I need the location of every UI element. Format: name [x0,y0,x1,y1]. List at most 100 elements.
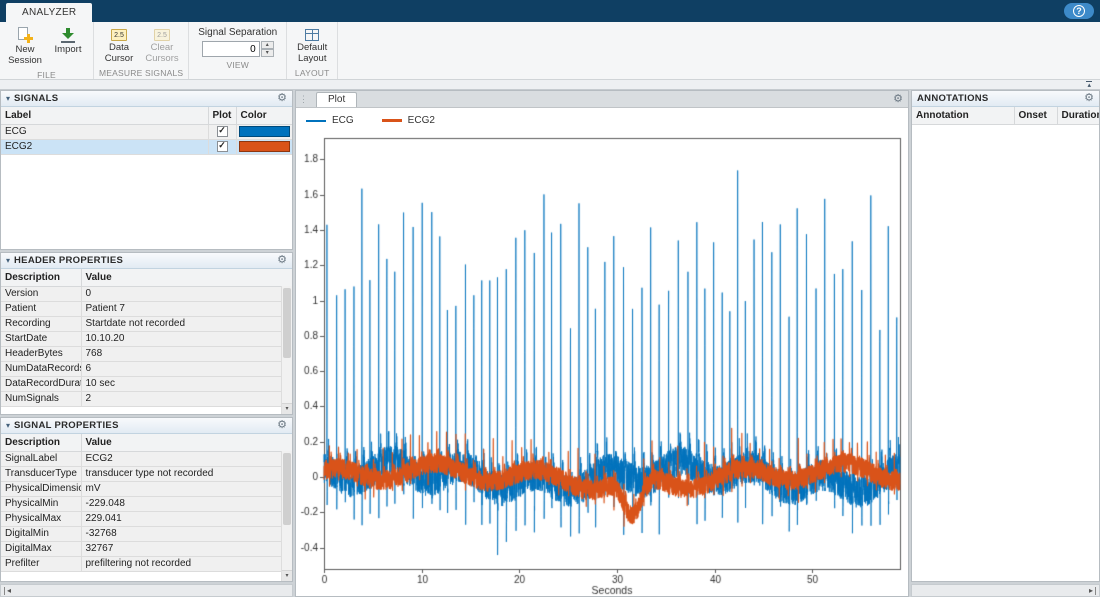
signals-panel-title: SIGNALS [14,93,59,104]
collapse-triangle-icon[interactable]: ▾ [6,420,11,430]
tab-plot[interactable]: Plot [316,92,358,107]
legend-line-icon [381,119,402,122]
plot-checkbox[interactable]: ✓ [216,140,228,152]
panel-grip-icon[interactable]: ⋮ [299,93,308,104]
table-row[interactable]: Patient Patient 7 [1,300,292,317]
right-column: ANNOTATIONS ⚙ Annotation Onset Duration [911,90,1100,597]
signals-table: Label Plot Color ECG ✓ [1,107,292,249]
measure-signals-section-label: MEASURE SIGNALS [99,67,184,78]
vertical-scrollbar[interactable]: ▾ [281,286,292,414]
gear-icon[interactable]: ⚙ [1084,92,1094,104]
prop-value: -229.048 [80,495,292,512]
legend-item-ecg[interactable]: ECG [306,115,354,126]
file-section-label: FILE [37,69,56,80]
table-row[interactable]: PhysicalDimensionmV [1,480,292,497]
default-layout-label: Default Layout [297,42,328,64]
prop-name: SignalLabel [1,450,82,467]
data-cursor-button[interactable]: 2.5 Data Cursor [99,25,139,67]
signal-separation-input[interactable] [201,41,260,57]
table-row[interactable]: HeaderBytes 768 [1,345,292,362]
scrollbar-thumb[interactable] [283,288,291,359]
collapse-triangle-icon[interactable]: ▾ [6,255,11,265]
annotations-table: Annotation Onset Duration [912,107,1099,581]
help-icon: ? [1073,5,1085,17]
gear-icon[interactable]: ⚙ [277,92,287,104]
prop-name: Patient [1,300,82,317]
signal-properties-title: SIGNAL PROPERTIES [14,420,119,431]
table-row[interactable]: Recording Startdate not recorded [1,315,292,332]
prop-value: 768 [80,345,292,362]
table-row[interactable]: SignalLabel ECG2 [1,450,292,467]
prop-value: 0 [80,285,292,302]
gear-icon[interactable]: ⚙ [277,419,287,431]
signals-panel: ▾ SIGNALS ⚙ Label Plot Color [0,90,293,250]
plot-checkbox[interactable]: ✓ [216,125,228,137]
color-cell[interactable] [235,138,292,155]
gear-icon[interactable]: ⚙ [277,254,287,266]
tab-analyzer[interactable]: ANALYZER [6,3,93,22]
collapse-toolstrip-icon[interactable]: ▴ [1086,81,1092,89]
prop-name: Version [1,285,82,302]
table-row[interactable]: NumDataRecords 6 [1,360,292,377]
table-row[interactable]: PhysicalMin -229.048 [1,495,292,512]
collapse-triangle-icon[interactable]: ▾ [6,93,11,103]
clear-cursors-button[interactable]: 2.5 Clear Cursors [142,25,182,67]
prop-name: PhysicalMax [1,510,82,527]
spinner-up-icon[interactable]: ▴ [260,41,274,49]
signal-properties-panel: ▾ SIGNAL PROPERTIES ⚙ Description Value [0,417,293,582]
prop-value: 6 [80,360,292,377]
prop-name: DigitalMin [1,525,82,542]
legend-item-ecg2[interactable]: ECG2 [381,115,435,126]
table-row[interactable]: DigitalMin -32768 [1,525,292,542]
annotations-col-onset: Onset [1013,107,1058,125]
table-row[interactable]: ECG2 ✓ [1,138,292,155]
scroll-left-icon[interactable]: ◂ [4,586,11,595]
import-icon [59,27,77,43]
scroll-right-icon[interactable]: ▸ [1089,586,1096,595]
table-row[interactable]: TransducerType transducer type not record… [1,465,292,482]
legend-label: ECG2 [407,115,435,126]
toolstrip-collapse-strip: ▴ [0,80,1100,90]
scrollbar-down-icon[interactable]: ▾ [282,570,292,581]
import-label: Import [54,44,82,55]
signal-label-cell[interactable]: ECG [1,123,209,140]
left-column: ▾ SIGNALS ⚙ Label Plot Color [0,90,293,597]
default-layout-button[interactable]: Default Layout [292,25,332,67]
plot-canvas[interactable] [296,108,908,596]
prop-name: NumDataRecords [1,360,82,377]
table-row[interactable]: DigitalMax 32767 [1,540,292,557]
prop-value: transducer type not recorded [80,465,292,482]
scrollbar-down-icon[interactable]: ▾ [282,403,292,414]
spinner-down-icon[interactable]: ▾ [260,49,274,57]
plot-tabstrip: ⋮ Plot ⚙ [296,91,908,108]
new-session-button[interactable]: New Session [5,25,45,69]
help-button[interactable]: ? [1064,3,1094,19]
gear-icon[interactable]: ⚙ [893,93,903,105]
table-row[interactable]: Prefilter prefiltering not recorded [1,555,292,572]
toolstrip: New Session Import FILE 2.5 Data Cursor [0,22,1100,80]
signal-label-cell[interactable]: ECG2 [1,138,209,155]
signal-properties-header: ▾ SIGNAL PROPERTIES ⚙ [1,418,292,434]
table-row[interactable]: ECG ✓ [1,123,292,140]
annotations-panel: ANNOTATIONS ⚙ Annotation Onset Duration [911,90,1100,582]
prop-name: TransducerType [1,465,82,482]
plot-area: ECG ECG2 [296,108,908,596]
prop-value: prefiltering not recorded [80,555,292,572]
prop-name: StartDate [1,330,82,347]
toolbar-section-file: New Session Import FILE [0,22,94,80]
table-row[interactable]: PhysicalMax 229.041 [1,510,292,527]
check-icon: ✓ [218,125,226,136]
color-swatch [238,126,290,137]
toolbar-section-layout: Default Layout LAYOUT [287,22,339,79]
data-cursor-icon: 2.5 [111,29,127,41]
table-row[interactable]: NumSignals 2 [1,390,292,407]
prop-value: 10 sec [80,375,292,392]
table-row[interactable]: DataRecordDuration10 sec [1,375,292,392]
vertical-scrollbar[interactable]: ▾ [281,451,292,581]
table-row[interactable]: StartDate 10.10.20 [1,330,292,347]
color-cell[interactable] [235,123,292,140]
layout-section-label: LAYOUT [294,67,330,78]
import-button[interactable]: Import [48,25,88,58]
scrollbar-thumb[interactable] [283,453,291,525]
table-row[interactable]: Version 0 [1,285,292,302]
